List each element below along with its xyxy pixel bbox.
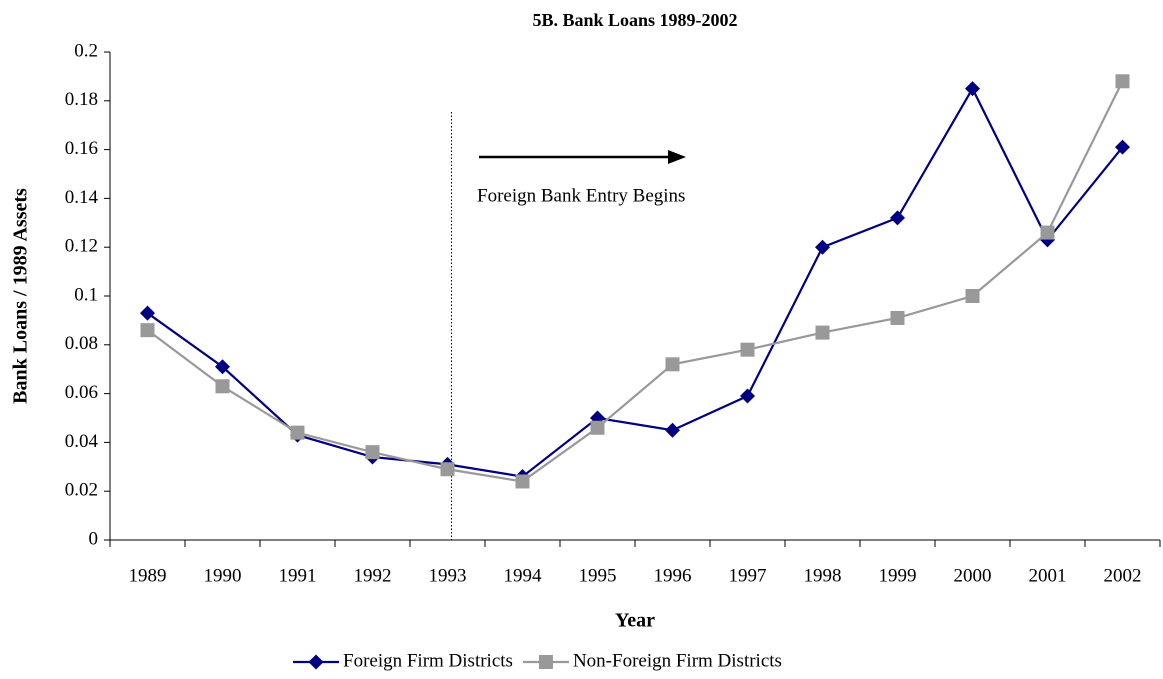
marker — [965, 81, 980, 97]
x-tick-label: 1999 — [879, 565, 917, 586]
annotation: Foreign Bank Entry Begins — [477, 185, 685, 206]
y-tick-label: 0.1 — [74, 284, 98, 305]
marker — [365, 445, 380, 460]
x-tick-label: 1992 — [354, 565, 392, 586]
x-tick-label: 1991 — [279, 565, 317, 586]
marker — [515, 474, 530, 489]
y-tick-label: 0.2 — [74, 40, 98, 61]
marker — [590, 420, 605, 435]
y-tick-label: 0.12 — [65, 236, 98, 257]
y-tick-label: 0.06 — [65, 382, 98, 403]
y-axis-title: Bank Loans / 1989 Assets — [10, 188, 32, 404]
marker — [538, 655, 553, 669]
legend-label: Foreign Firm Districts — [343, 650, 513, 671]
marker — [440, 462, 455, 477]
marker — [1115, 74, 1130, 89]
x-tick-label: 2002 — [1104, 565, 1142, 586]
x-tick-label: 2000 — [954, 565, 992, 586]
marker — [1040, 225, 1055, 240]
marker — [890, 310, 905, 325]
x-axis-title: Year — [615, 610, 655, 632]
x-tick-label: 1998 — [804, 565, 842, 586]
marker — [215, 379, 230, 394]
marker — [308, 654, 324, 670]
x-tick-label: 2001 — [1029, 565, 1067, 586]
y-tick-label: 0 — [89, 528, 99, 549]
marker — [890, 210, 905, 226]
chart-title: 5B. Bank Loans 1989-2002 — [532, 10, 737, 30]
x-tick-label: 1993 — [429, 565, 467, 586]
x-tick-label: 1995 — [579, 565, 617, 586]
marker — [665, 357, 680, 372]
marker — [1115, 139, 1130, 155]
marker — [815, 239, 830, 255]
y-tick-label: 0.18 — [65, 89, 98, 110]
y-tick-label: 0.04 — [65, 431, 99, 452]
marker — [815, 325, 830, 340]
marker — [740, 342, 755, 357]
y-tick-label: 0.16 — [65, 138, 98, 159]
x-tick-label: 1990 — [204, 565, 242, 586]
marker — [740, 388, 755, 404]
legend-label: Non-Foreign Firm Districts — [573, 650, 782, 671]
marker — [215, 359, 230, 375]
x-tick-label: 1997 — [729, 565, 767, 586]
marker — [140, 305, 155, 321]
y-tick-label: 0.14 — [65, 187, 99, 208]
marker — [290, 425, 305, 440]
y-tick-label: 0.08 — [65, 333, 98, 354]
y-tick-label: 0.02 — [65, 480, 98, 501]
series-line — [146, 80, 1124, 483]
series-line — [146, 86, 1124, 478]
marker — [965, 289, 980, 303]
marker — [140, 323, 155, 338]
x-tick-label: 1996 — [654, 565, 692, 586]
arrow-head — [668, 150, 686, 164]
x-tick-label: 1994 — [504, 565, 543, 586]
x-tick-label: 1989 — [129, 565, 167, 586]
marker — [665, 422, 680, 438]
